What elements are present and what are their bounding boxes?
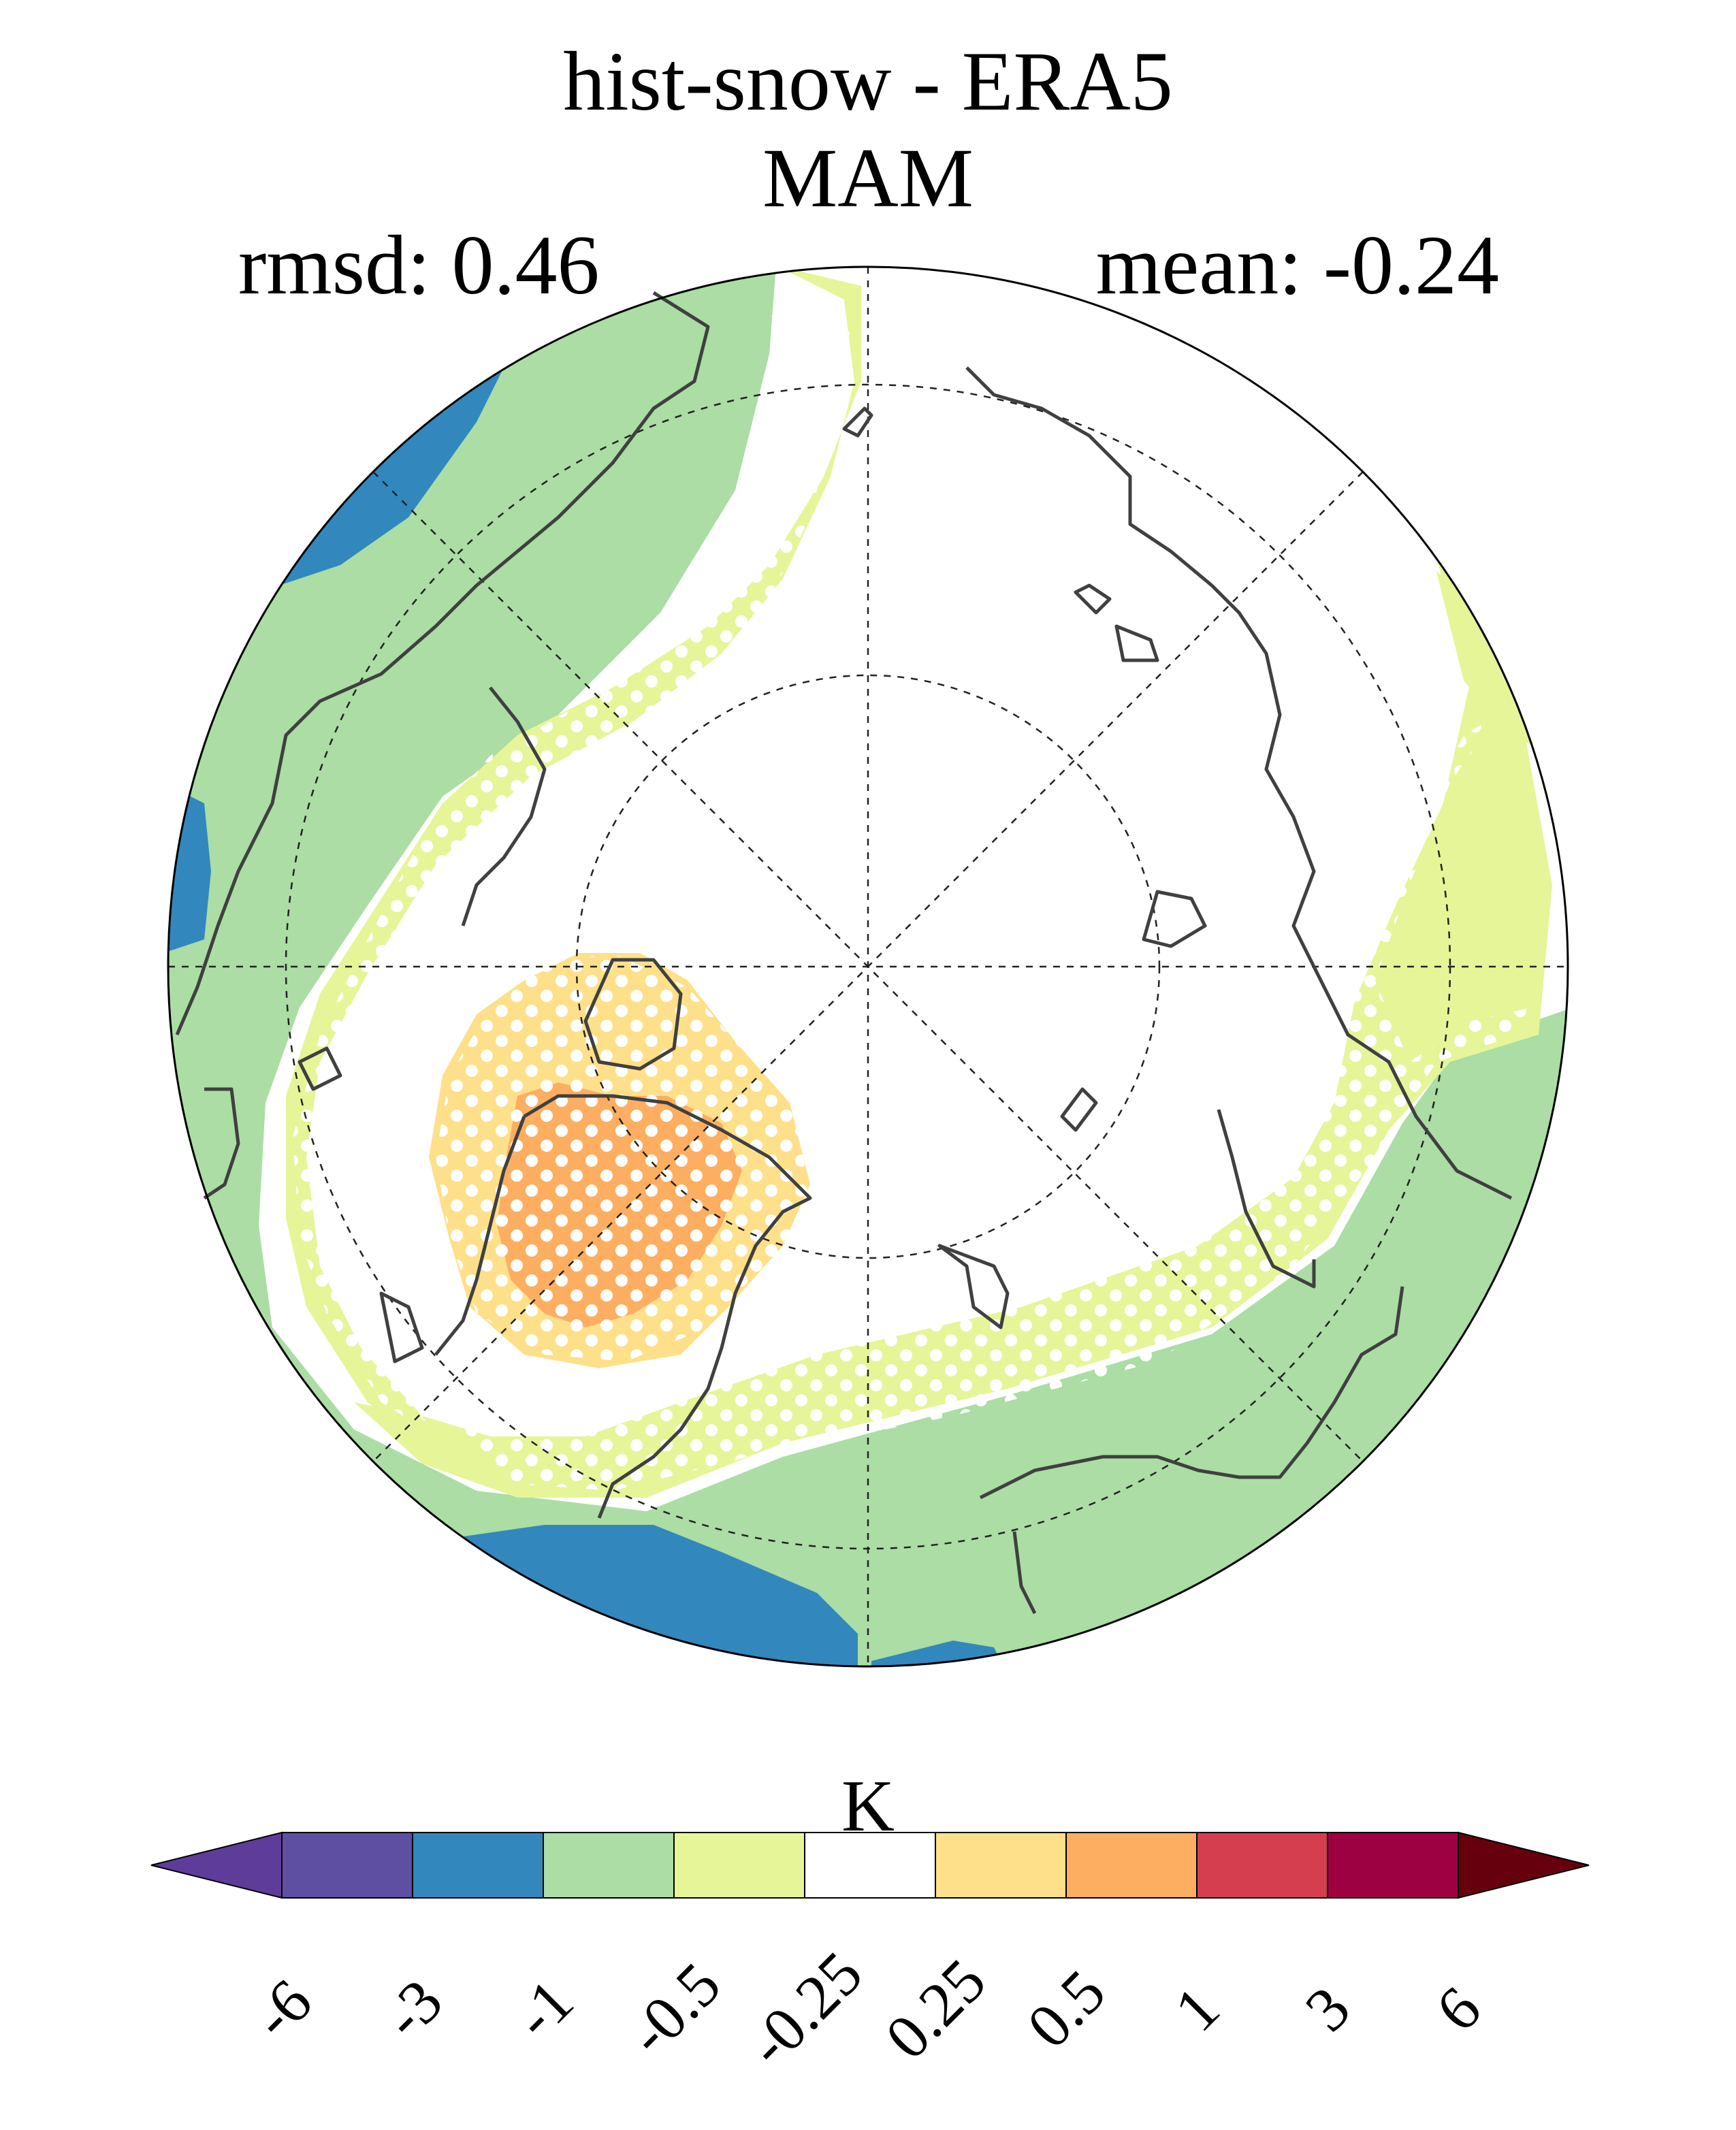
colorbar-tick: 6 (1422, 1973, 1494, 2045)
colorbar-bin-4 (673, 1832, 805, 1899)
stippling-left-band (293, 313, 851, 1436)
season-label: MAM (762, 131, 974, 225)
stippling-bottom-band (436, 715, 1532, 1491)
colorbar-bin-3 (543, 1832, 675, 1899)
colorbar-tick: -0.25 (734, 1938, 875, 2080)
rmsd-label: rmsd: 0.46 (238, 219, 600, 312)
polar-map (167, 265, 1569, 1668)
colorbar-tick: -6 (238, 1965, 325, 2052)
colorbar-min-triangle (150, 1831, 283, 1899)
colorbar-max-triangle (1458, 1831, 1590, 1899)
map-title: hist-snow - ERA5 (563, 35, 1173, 128)
colorbar-bin-8 (1196, 1832, 1328, 1899)
coastlines (175, 291, 1513, 1615)
map-border (167, 265, 1569, 1668)
colorbar-bin-9 (1327, 1832, 1459, 1899)
yellowgreen-band-left (286, 267, 861, 1464)
colorbar-tick: 0.5 (1014, 1956, 1119, 2061)
colorbar-tick: -0.5 (614, 1949, 734, 2069)
colorbar (150, 1831, 1590, 1899)
colorbar-tick: -1 (500, 1965, 587, 2052)
colorbar-unit: K (841, 1766, 895, 1847)
colorbar-tick: 0.25 (872, 1946, 999, 2072)
yellowgreen-corner-right (1436, 572, 1539, 749)
colorbar-tick: -3 (369, 1965, 456, 2052)
colorbar-bin-6 (935, 1832, 1067, 1899)
stippling-orange-region (436, 953, 810, 1361)
graticule (168, 267, 1568, 1666)
colorbar-bin-1 (281, 1832, 413, 1899)
mean-label: mean: -0.24 (1095, 219, 1499, 312)
colorbar-bin-5 (804, 1832, 936, 1899)
colorbar-tick: 3 (1291, 1973, 1364, 2045)
colorbar-bin-7 (1065, 1832, 1197, 1899)
colorbar-tick: 1 (1161, 1973, 1233, 2045)
colorbar-bin-2 (412, 1832, 544, 1899)
green-band (168, 267, 1568, 1666)
